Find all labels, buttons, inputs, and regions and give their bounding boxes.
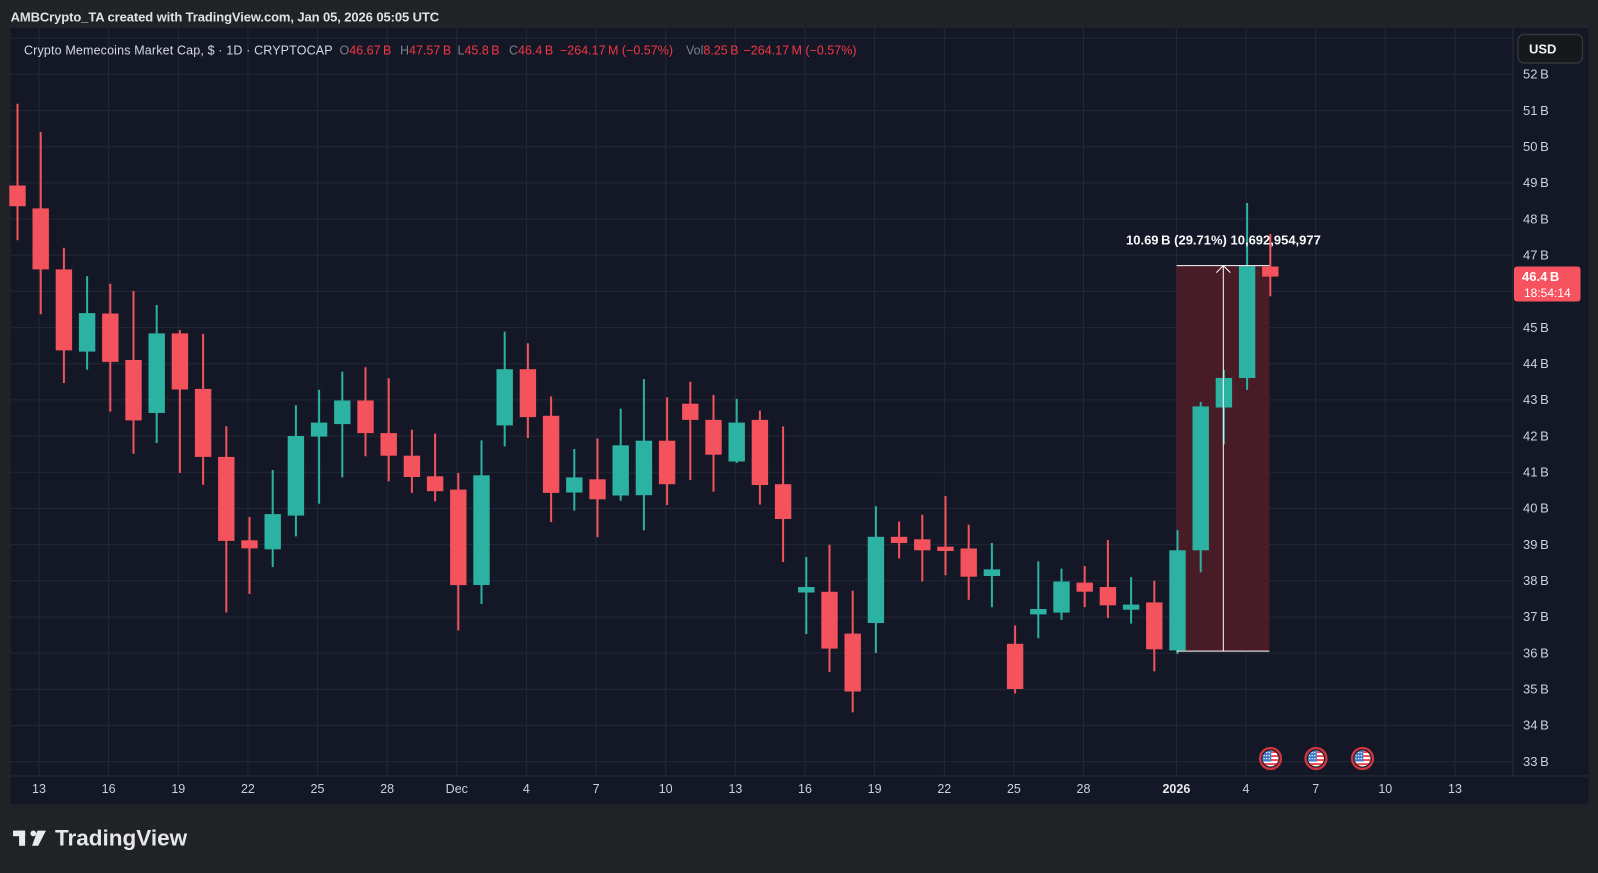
svg-text:45 B: 45 B (1523, 320, 1549, 335)
svg-text:C46.4 B: C46.4 B (509, 43, 553, 57)
svg-text:2026: 2026 (1162, 782, 1190, 796)
svg-text:19: 19 (171, 782, 185, 796)
svg-text:−264.17 M (−0.57%): −264.17 M (−0.57%) (560, 43, 673, 57)
svg-text:51 B: 51 B (1523, 103, 1549, 118)
svg-text:41 B: 41 B (1523, 465, 1549, 480)
svg-text:42 B: 42 B (1523, 428, 1549, 443)
svg-text:46.4 B: 46.4 B (1522, 269, 1559, 284)
svg-text:37 B: 37 B (1523, 609, 1549, 624)
svg-text:43 B: 43 B (1523, 392, 1549, 407)
svg-text:O46.67 B: O46.67 B (340, 43, 392, 57)
svg-text:25: 25 (311, 782, 325, 796)
svg-text:10: 10 (659, 782, 673, 796)
svg-text:50 B: 50 B (1523, 139, 1549, 154)
svg-text:Vol8.25 B: Vol8.25 B (686, 43, 739, 57)
svg-text:47 B: 47 B (1523, 248, 1549, 263)
svg-text:10.69 B (29.71%) 10,692,954,97: 10.69 B (29.71%) 10,692,954,977 (1126, 233, 1321, 248)
svg-text:18:54:14: 18:54:14 (1524, 286, 1571, 300)
svg-text:19: 19 (868, 782, 882, 796)
svg-text:52 B: 52 B (1523, 67, 1549, 82)
svg-text:16: 16 (798, 782, 812, 796)
svg-text:16: 16 (102, 782, 116, 796)
svg-text:13: 13 (728, 782, 742, 796)
svg-text:13: 13 (32, 782, 46, 796)
svg-text:33 B: 33 B (1523, 754, 1549, 769)
svg-text:7: 7 (1312, 782, 1319, 796)
svg-text:Crypto Memecoins Market Cap, $: Crypto Memecoins Market Cap, $ · 1D · CR… (24, 43, 333, 57)
svg-text:TradingView: TradingView (55, 826, 188, 851)
svg-text:40 B: 40 B (1523, 501, 1549, 516)
svg-text:38 B: 38 B (1523, 573, 1549, 588)
svg-text:−264.17 M (−0.57%): −264.17 M (−0.57%) (744, 43, 857, 57)
svg-text:22: 22 (937, 782, 951, 796)
svg-text:7: 7 (593, 782, 600, 796)
svg-text:4: 4 (523, 782, 530, 796)
svg-text:4: 4 (1243, 782, 1250, 796)
svg-text:35 B: 35 B (1523, 682, 1549, 697)
svg-text:13: 13 (1448, 782, 1462, 796)
svg-text:USD: USD (1529, 42, 1556, 57)
svg-text:L45.8 B: L45.8 B (458, 43, 500, 57)
svg-text:H47.57 B: H47.57 B (400, 43, 451, 57)
svg-text:Dec: Dec (446, 782, 468, 796)
svg-text:28: 28 (380, 782, 394, 796)
svg-text:34 B: 34 B (1523, 718, 1549, 733)
svg-text:10: 10 (1378, 782, 1392, 796)
svg-text:28: 28 (1077, 782, 1091, 796)
svg-text:44 B: 44 B (1523, 356, 1549, 371)
svg-text:39 B: 39 B (1523, 537, 1549, 552)
svg-text:36 B: 36 B (1523, 645, 1549, 660)
svg-text:25: 25 (1007, 782, 1021, 796)
svg-text:22: 22 (241, 782, 255, 796)
svg-text:49 B: 49 B (1523, 175, 1549, 190)
svg-text:48 B: 48 B (1523, 211, 1549, 226)
svg-text:AMBCrypto_TA created with Trad: AMBCrypto_TA created with TradingView.co… (11, 10, 440, 25)
